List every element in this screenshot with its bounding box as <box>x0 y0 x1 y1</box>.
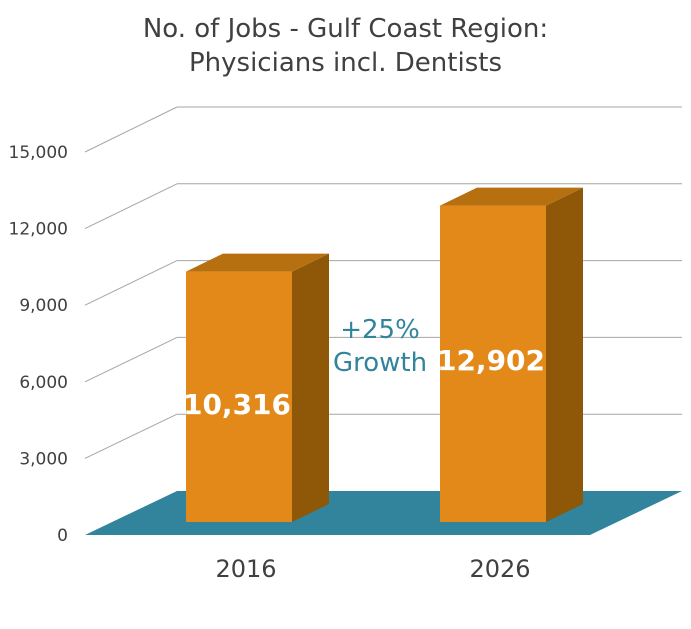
chart-title-line2: Physicians incl. Dentists <box>188 48 502 78</box>
y-tick-label: 0 <box>57 526 68 546</box>
bar-top <box>440 187 583 206</box>
gridline-diagonal <box>84 106 178 153</box>
bar <box>440 205 546 522</box>
x-category-label: 2026 <box>469 555 530 583</box>
x-category-label: 2016 <box>215 555 276 583</box>
floor-plane <box>85 491 682 535</box>
chart-title: No. of Jobs - Gulf Coast Region: Physici… <box>0 12 691 80</box>
bar-data-label: 10,316 <box>183 388 291 421</box>
growth-annotation-line2: Growth <box>333 348 427 378</box>
bar-top <box>186 253 329 272</box>
y-tick-label: 3,000 <box>19 449 68 469</box>
chart-title-line1: No. of Jobs - Gulf Coast Region: <box>142 14 549 44</box>
y-tick-label: 9,000 <box>19 296 68 316</box>
gridline-diagonal <box>84 260 178 306</box>
y-tick-label: 6,000 <box>19 373 68 393</box>
bar-data-label: 12,902 <box>437 344 545 377</box>
growth-annotation-line1: +25% <box>340 315 420 345</box>
gridline-diagonal <box>84 413 178 459</box>
y-tick-label: 12,000 <box>9 220 68 240</box>
bar-side <box>546 187 583 522</box>
bar <box>186 271 292 522</box>
bar-side <box>292 253 329 522</box>
gridline-diagonal <box>84 183 178 230</box>
y-tick-label: 15,000 <box>9 143 68 163</box>
gridline-diagonal <box>84 336 178 383</box>
